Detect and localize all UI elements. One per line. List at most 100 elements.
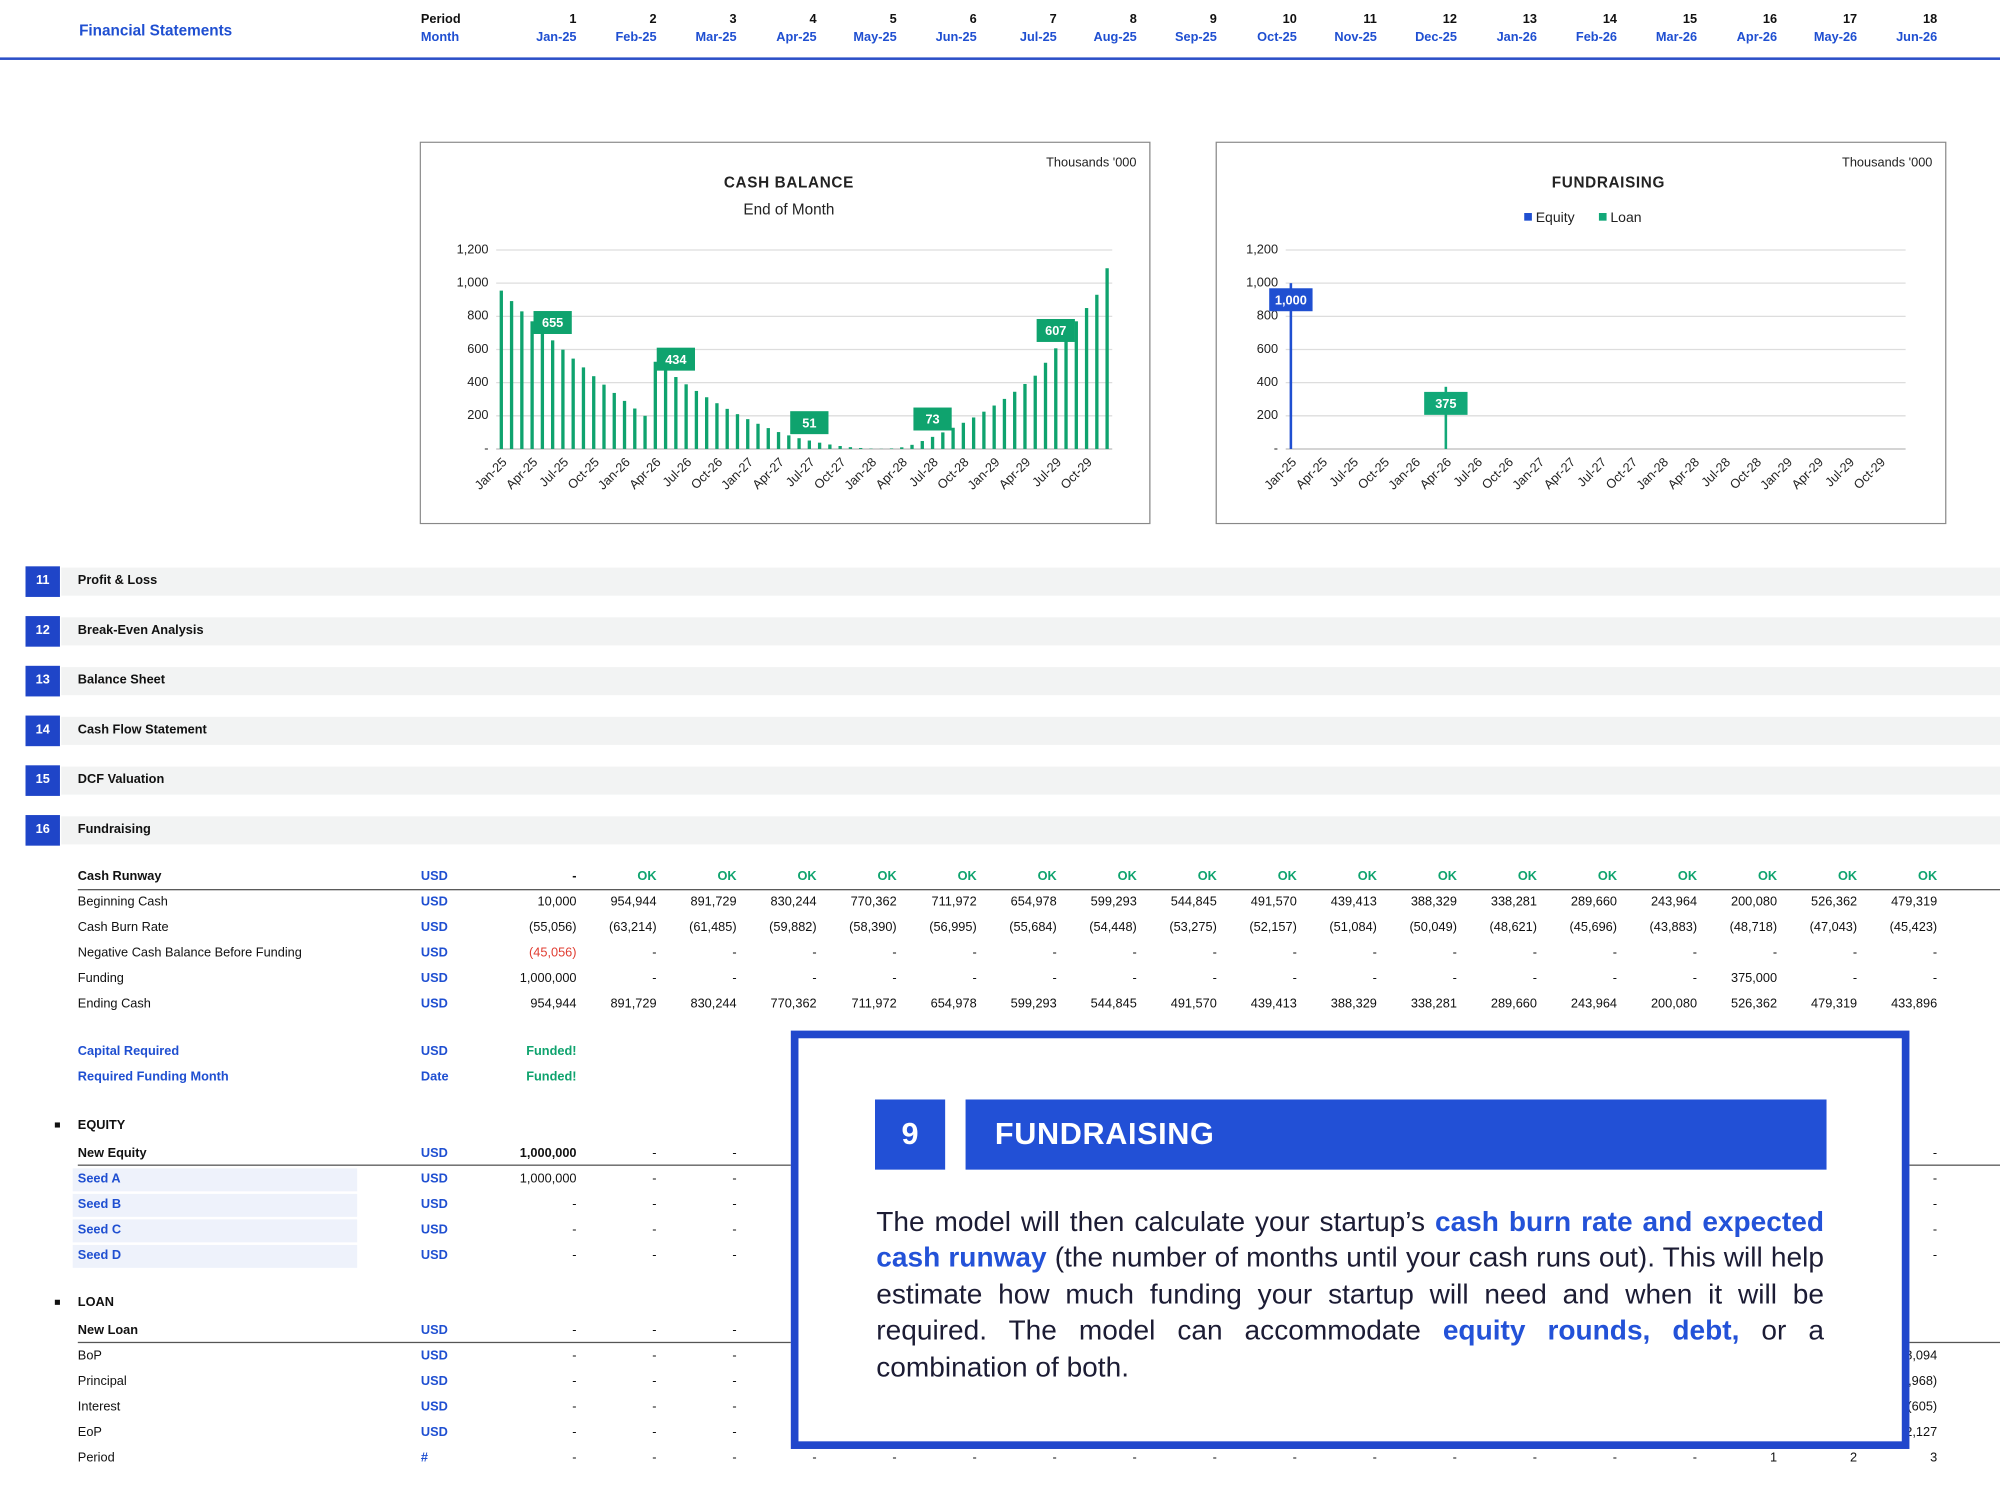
y-tick-label: - — [1274, 440, 1278, 455]
month-header: Sep-25 — [1175, 30, 1217, 45]
cell: 954,944 — [530, 997, 577, 1012]
cell: - — [732, 1248, 737, 1263]
section-title: Cash Flow Statement — [77, 723, 207, 738]
section-band — [61, 766, 2000, 795]
section-number: 16 — [35, 822, 50, 837]
row-label: Seed D — [77, 1248, 122, 1263]
runway-title: Cash Runway — [77, 869, 162, 884]
row-label: Ending Cash — [77, 997, 151, 1012]
callout-title: FUNDRAISING — [965, 1099, 1827, 1170]
bar — [622, 400, 627, 449]
row-label: Period — [77, 1451, 115, 1466]
bar — [1054, 348, 1058, 449]
cell: (59,882) — [769, 920, 817, 935]
row-label: Funding — [77, 971, 124, 986]
cell: - — [1052, 1451, 1057, 1466]
cell: - — [892, 971, 897, 986]
cell: - — [1372, 971, 1377, 986]
y-tick-label: 200 — [1257, 407, 1278, 422]
bar — [684, 384, 688, 449]
cell: - — [732, 1223, 737, 1238]
period-number: 18 — [1922, 12, 1938, 27]
section-number: 12 — [35, 623, 50, 638]
section-title: Break-Even Analysis — [77, 623, 204, 638]
cell: - — [652, 1323, 657, 1339]
row-rule — [77, 889, 2000, 891]
runway-status: OK — [1677, 869, 1698, 884]
chart-title: FUNDRAISING — [1552, 175, 1665, 192]
cell: - — [1132, 1451, 1137, 1466]
cell: - — [652, 1146, 657, 1161]
bar — [910, 444, 914, 449]
row-unit: USD — [420, 1197, 448, 1212]
cell: 1,000,000 — [519, 1172, 577, 1187]
header-rule — [0, 57, 2000, 60]
body-text: The model will then calculate your start… — [876, 1205, 1435, 1238]
bar — [746, 419, 750, 449]
cell: - — [1932, 971, 1938, 986]
row-unit: USD — [420, 1223, 448, 1238]
cell: - — [1292, 971, 1297, 986]
period-number: 10 — [1282, 12, 1297, 27]
bar — [1289, 283, 1293, 449]
cell: - — [972, 1451, 977, 1466]
cell: - — [1292, 1451, 1297, 1466]
cell: - — [572, 1426, 577, 1441]
bar — [1043, 362, 1048, 449]
cell: (63,214) — [609, 920, 657, 935]
y-tick-label: 800 — [1257, 308, 1278, 323]
cell: - — [572, 1248, 577, 1263]
bar — [1444, 386, 1448, 449]
data-label-box — [533, 311, 572, 334]
bar — [581, 367, 586, 449]
cell: - — [812, 971, 817, 986]
highlight-text: cash burn rate and expected cash runway — [876, 1205, 1824, 1274]
cell: - — [1212, 946, 1217, 961]
cell: (54,448) — [1089, 920, 1137, 935]
row-label: BoP — [77, 1349, 102, 1364]
month-header: Dec-25 — [1415, 30, 1457, 45]
y-tick-label: 800 — [467, 308, 488, 323]
row-label: Interest — [77, 1400, 121, 1415]
cell: - — [732, 1374, 737, 1390]
bar — [1033, 375, 1037, 449]
cell: - — [1852, 971, 1858, 986]
cell: 10,000 — [537, 895, 577, 910]
month-header: Jun-26 — [1896, 30, 1938, 45]
period-number: 1 — [569, 12, 577, 27]
cell: 2 — [1850, 1451, 1858, 1466]
cell: 544,845 — [1090, 997, 1137, 1012]
row-unit: USD — [420, 1146, 448, 1161]
chart-subtitle: End of Month — [743, 202, 834, 219]
sheet-title: Financial Statements — [79, 21, 233, 40]
cell: - — [572, 1451, 577, 1466]
row-label: Seed A — [77, 1172, 121, 1187]
cell: - — [892, 946, 897, 961]
runway-status: OK — [717, 869, 737, 884]
row-unit: USD — [420, 1172, 448, 1187]
cell: 243,964 — [1650, 895, 1698, 910]
runway-status: OK — [1277, 869, 1297, 884]
period-number: 3 — [729, 12, 737, 27]
cell: - — [972, 971, 977, 986]
row-unit: USD — [420, 920, 448, 935]
row-label: Beginning Cash — [77, 895, 168, 910]
period-number: 14 — [1602, 12, 1618, 27]
data-label: 51 — [802, 415, 816, 430]
y-tick-label: 600 — [467, 341, 488, 356]
legend-label: Loan — [1610, 209, 1641, 225]
cell: (55,056) — [529, 920, 577, 935]
cell: - — [732, 1400, 737, 1415]
bar — [920, 441, 924, 449]
section-number-box — [25, 715, 60, 747]
bar — [550, 340, 555, 449]
cell: (50,049) — [1409, 920, 1457, 935]
status-label: Capital Required — [77, 1044, 180, 1059]
callout-body: The model will then calculate your start… — [876, 1204, 1824, 1385]
row-unit: USD — [420, 1400, 448, 1415]
bar — [766, 428, 770, 449]
cell: 388,329 — [1410, 895, 1457, 910]
cell: - — [732, 1146, 737, 1161]
body-text: or a combination of both. — [876, 1314, 1824, 1383]
y-tick-label: 1,000 — [457, 275, 489, 290]
